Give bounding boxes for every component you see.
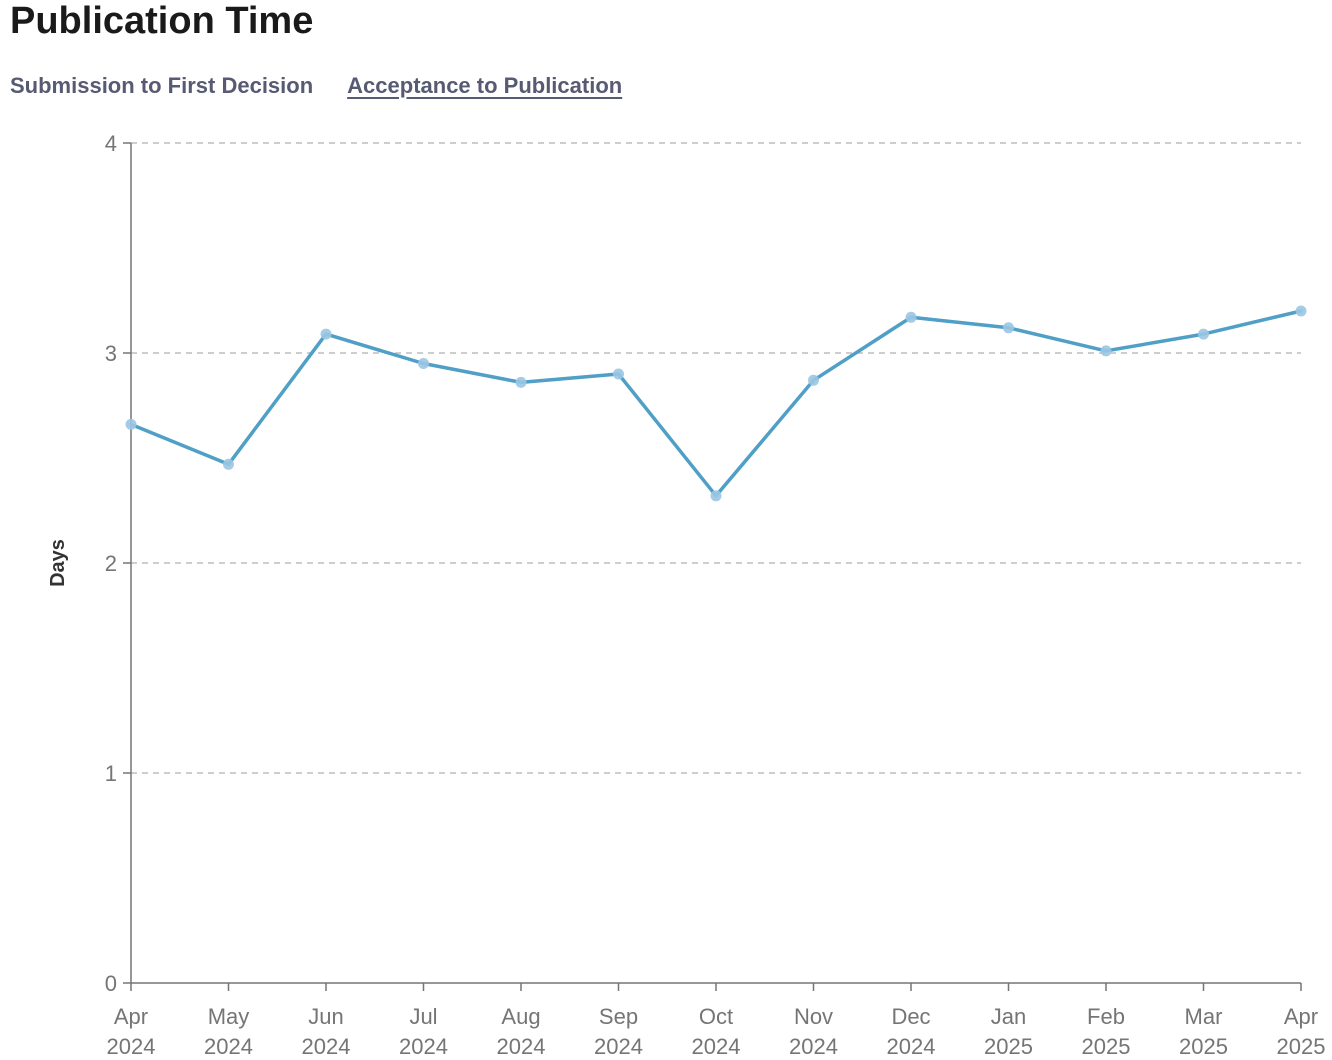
- y-tick-label: 1: [105, 761, 117, 786]
- y-axis-title: Days: [47, 539, 69, 587]
- x-tick-label-month: Jun: [308, 1004, 343, 1029]
- x-tick-label-year: 2024: [107, 1034, 156, 1059]
- data-point[interactable]: [1100, 345, 1112, 357]
- x-tick-label-year: 2024: [302, 1034, 351, 1059]
- axes: [123, 142, 1302, 991]
- data-point[interactable]: [1198, 328, 1209, 340]
- grid-lines: [131, 142, 1301, 774]
- page-title: Publication Time: [10, 0, 314, 42]
- x-tick-label-year: 2024: [204, 1034, 253, 1059]
- y-tick-label: 4: [105, 131, 117, 156]
- x-tick-label-year: 2024: [887, 1034, 936, 1059]
- tab-submission-to-first-decision[interactable]: Submission to First Decision: [10, 73, 314, 98]
- series-line: [129, 309, 1303, 498]
- x-tick-label-year: 2024: [692, 1034, 741, 1059]
- x-tick-label-year: 2024: [399, 1034, 448, 1059]
- x-tick-label-year: 2025: [1082, 1034, 1131, 1059]
- x-tick-label-month: Aug: [501, 1004, 540, 1029]
- x-tick-label-month: Apr: [1284, 1004, 1318, 1029]
- x-tick-label-month: Jul: [409, 1004, 437, 1029]
- y-tick-label: 2: [105, 551, 117, 576]
- x-tick-label-year: 2024: [497, 1034, 546, 1059]
- y-tick-label: 0: [105, 971, 117, 996]
- data-point[interactable]: [320, 328, 332, 340]
- x-tick-label-month: Apr: [114, 1004, 148, 1029]
- data-point[interactable]: [418, 358, 429, 369]
- data-point[interactable]: [223, 458, 234, 470]
- data-point[interactable]: [515, 376, 527, 388]
- x-tick-label-month: Mar: [1185, 1004, 1223, 1029]
- metric-tabs: Submission to First Decision Acceptance …: [10, 72, 622, 100]
- y-tick-labels: 0 1 2 3 4: [105, 131, 117, 996]
- data-point[interactable]: [1003, 322, 1014, 334]
- x-tick-label-month: Nov: [794, 1004, 833, 1029]
- x-tick-label-year: 2025: [1179, 1034, 1228, 1059]
- data-point[interactable]: [613, 368, 624, 380]
- x-tick-label-month: Sep: [599, 1004, 638, 1029]
- x-tick-label-month: Oct: [699, 1004, 733, 1029]
- x-tick-label-month: Jan: [991, 1004, 1026, 1029]
- data-point[interactable]: [710, 490, 722, 502]
- tab-acceptance-to-publication[interactable]: Acceptance to Publication: [347, 73, 623, 98]
- x-tick-label-year: 2024: [594, 1034, 643, 1059]
- x-tick-label-month: Feb: [1087, 1004, 1125, 1029]
- data-point[interactable]: [1295, 305, 1307, 317]
- x-tick-label-year: 2025: [1277, 1034, 1326, 1059]
- x-tick-label-year: 2025: [984, 1034, 1033, 1059]
- x-tick-labels: Apr 2024 May 2024 Jun 2024 Jul 2024 Aug 2024 Sep 20…: [107, 1004, 1326, 1059]
- data-point[interactable]: [808, 374, 819, 386]
- x-tick-label-year: 2024: [789, 1034, 838, 1059]
- data-point[interactable]: [125, 418, 137, 430]
- x-tick-label-month: Dec: [891, 1004, 930, 1029]
- data-point[interactable]: [905, 311, 917, 323]
- series: [125, 305, 1307, 502]
- y-tick-label: 3: [105, 341, 117, 366]
- x-tick-label-month: May: [208, 1004, 250, 1029]
